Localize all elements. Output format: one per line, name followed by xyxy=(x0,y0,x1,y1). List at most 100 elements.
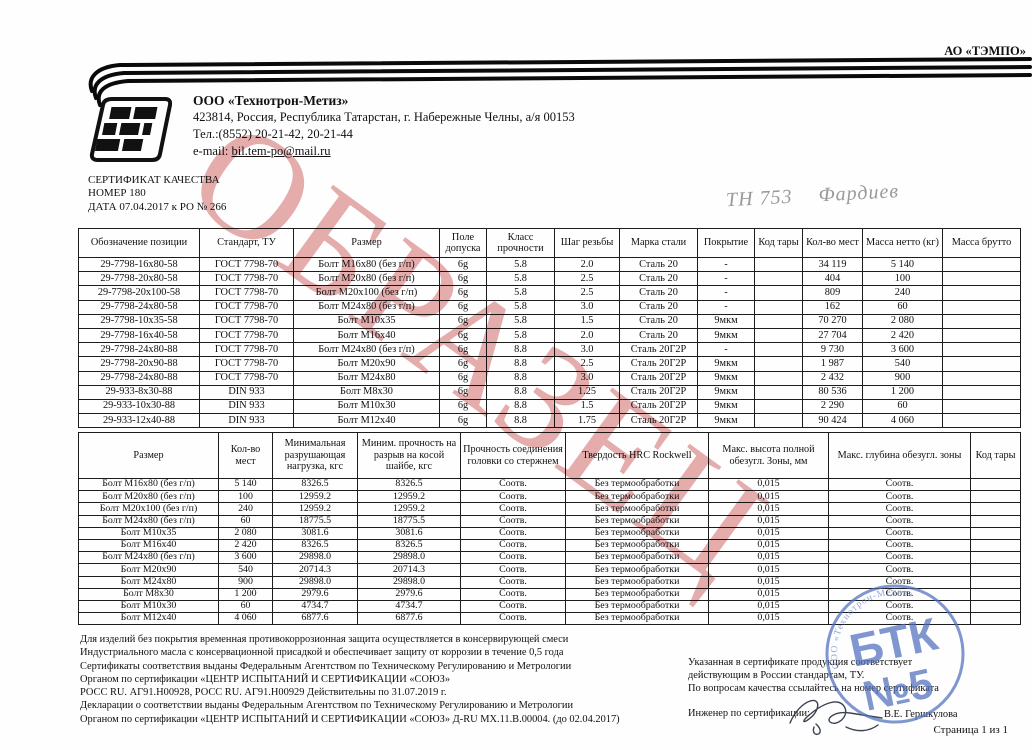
text-line: Органом по сертификации «ЦЕНТР ИСПЫТАНИЙ… xyxy=(80,673,451,685)
table-cell: 1 200 xyxy=(218,587,273,601)
table-cell: Соотв. xyxy=(460,551,566,565)
table-cell: 2 420 xyxy=(862,327,943,344)
company-phone: Тел.:(8552) 20-21-42, 20-21-44 xyxy=(193,127,353,141)
table-cell: 60 xyxy=(862,299,943,315)
table-cell: Без термообработки xyxy=(565,587,709,601)
table-cell: ГОСТ 7798-70 xyxy=(199,342,294,358)
table-cell: 90 424 xyxy=(802,413,863,429)
table-cell: Соотв. xyxy=(828,477,971,492)
column-header: Минимальная разрушающая нагрузка, кгс xyxy=(272,432,358,479)
table-cell xyxy=(754,271,803,287)
table-cell xyxy=(754,299,803,315)
table-cell: Болт М8х30 xyxy=(293,384,440,400)
table-cell: Сталь 20 xyxy=(619,256,698,273)
table-cell: 29-933-10x30-88 xyxy=(78,398,200,415)
table-cell: 540 xyxy=(218,563,273,577)
table-cell: 0,015 xyxy=(708,587,829,601)
column-header: Масса брутто xyxy=(942,228,1021,258)
table-cell: 6g xyxy=(439,285,487,301)
table-cell xyxy=(754,313,803,329)
text-line: Органом по сертификации «ЦЕНТР ИСПЫТАНИЙ… xyxy=(80,713,620,725)
table-row: Болт М10х35 2 080 3081.6 3081.6 Соотв. Без те… xyxy=(78,526,1021,540)
table-cell: Болт М10х30 xyxy=(78,599,219,614)
table-cell: Болт М10х35 xyxy=(293,313,440,329)
table-cell: 8326.5 xyxy=(272,538,358,553)
table-cell: 8.8 xyxy=(486,384,555,400)
table-cell: 6g xyxy=(439,313,487,329)
table-cell xyxy=(942,256,1021,273)
table-cell: Болт М24х80 (без г/п) xyxy=(78,551,219,565)
table-cell: Болт М10х35 xyxy=(78,526,219,540)
text-line: По вопросам качества ссылайтесь на номер… xyxy=(688,683,939,695)
table-cell: 1.25 xyxy=(554,384,620,400)
table-cell: 2979.6 xyxy=(357,587,461,601)
table-cell: 60 xyxy=(218,599,273,614)
table-cell: 18775.5 xyxy=(272,514,358,528)
text-line: Указанная в сертификате продукция соотве… xyxy=(688,657,913,668)
table-row: Болт М12х40 4 060 6877.6 6877.6 Соотв. Без те… xyxy=(78,612,1021,626)
table-row: Болт М10х30 60 4734.7 4734.7 Соотв. Без термо… xyxy=(78,599,1021,614)
table-cell xyxy=(970,502,1021,516)
table-cell: Соотв. xyxy=(828,587,971,601)
table-row: Болт М24х80 900 29898.0 29898.0 Соотв. Без те… xyxy=(78,575,1021,589)
table-cell: 8326.5 xyxy=(357,477,461,492)
table-row: Болт М20х90 540 20714.3 20714.3 Соотв. Без те… xyxy=(78,563,1021,577)
table-cell: Соотв. xyxy=(828,563,971,577)
table-cell: Соотв. xyxy=(828,612,971,626)
email-link[interactable]: bil.tem-po@mail.ru xyxy=(231,144,331,158)
engineer-label: Инженер по сертификации: xyxy=(688,708,810,719)
company-logo-icon xyxy=(89,97,172,162)
table-cell xyxy=(754,285,803,301)
column-header: Миним. прочность на разрыв на косой шайб… xyxy=(357,432,461,479)
column-header: Твердость HRC Rockwell xyxy=(565,432,709,479)
table-cell xyxy=(942,299,1021,315)
table-cell: Болт М12х40 xyxy=(293,413,440,429)
company-name: ООО «Технотрон-Метиз» xyxy=(193,93,349,108)
table-cell: 12959.2 xyxy=(357,502,461,516)
table-row: 29-7798-20x90-88 ГОСТ 7798-70 Болт М20х90 6… xyxy=(78,356,1021,372)
table-cell: 5.8 xyxy=(486,299,555,315)
table-cell: 0,015 xyxy=(708,612,829,626)
table-cell: 8326.5 xyxy=(357,538,461,553)
table-cell: 8.8 xyxy=(486,342,555,358)
table-cell: 6g xyxy=(439,327,487,344)
table-cell: 8.8 xyxy=(486,413,555,429)
table-cell: Соотв. xyxy=(828,514,971,528)
table-cell: 0,015 xyxy=(708,575,829,589)
table-cell xyxy=(970,575,1021,589)
column-header: Шаг резьбы xyxy=(554,228,620,258)
table-cell: 18775.5 xyxy=(357,514,461,528)
table-cell: 2.5 xyxy=(554,285,620,301)
positions-table: Обозначение позиции Стандарт, ТУ Размер Пол… xyxy=(78,228,1021,429)
table-cell: Без термообработки xyxy=(565,502,709,516)
table-cell: Соотв. xyxy=(460,587,566,601)
certificate-date: ДАТА 07.04.2017 к РО № 266 xyxy=(88,200,227,213)
table-cell: 6g xyxy=(439,356,487,372)
company-email-line: e-mail: bil.tem-po@mail.ru xyxy=(193,143,575,160)
table-cell: 0,015 xyxy=(708,490,829,504)
table-cell: Соотв. xyxy=(828,599,971,614)
column-header: Макс. глубина обезугл. зоны xyxy=(828,432,971,479)
column-header: Кол-во мест xyxy=(802,228,863,258)
header-row: Размер Кол-во мест Минимальная разрушающая… xyxy=(78,432,1021,479)
table-cell: Без термообработки xyxy=(565,538,709,553)
table-cell: 5.8 xyxy=(486,271,555,287)
engineer-name: В.Е. Гершкулова xyxy=(884,709,958,720)
table-row: 29-7798-20x100-58 ГОСТ 7798-70 Болт М20х10… xyxy=(78,285,1021,301)
table-cell: 2.0 xyxy=(554,327,620,344)
column-header: Стандарт, ТУ xyxy=(199,228,294,258)
table-cell: 3081.6 xyxy=(272,526,358,540)
table-cell: Без термообработки xyxy=(565,514,709,528)
table-cell xyxy=(942,327,1021,344)
table-cell: 900 xyxy=(218,575,273,589)
table-cell: 80 536 xyxy=(802,384,863,400)
table-cell: Соотв. xyxy=(828,538,971,553)
certificate-title: СЕРТИФИКАТ КАЧЕСТВА xyxy=(88,174,220,186)
table-cell: Болт М16х40 xyxy=(293,327,440,344)
table-cell: 900 xyxy=(862,370,943,386)
table-cell: Соотв. xyxy=(460,477,566,492)
table-cell: 2.0 xyxy=(554,256,620,273)
table-cell xyxy=(970,563,1021,577)
table-cell: 8.8 xyxy=(486,370,555,386)
table-row: Болт М16х80 (без г/п) 5 140 8326.5 8326.5 Со… xyxy=(78,477,1021,492)
